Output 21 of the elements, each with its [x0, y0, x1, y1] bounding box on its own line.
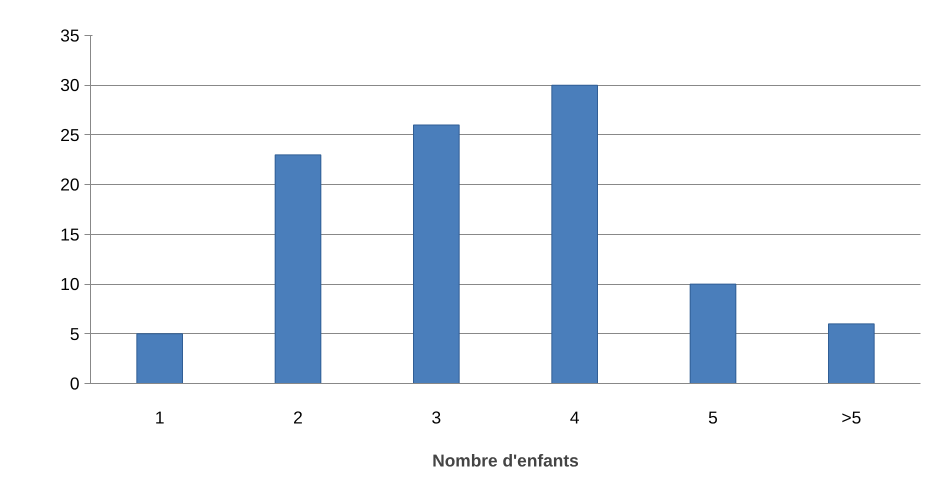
y-tick-label: 10 [60, 274, 80, 294]
y-tick-label: 20 [60, 174, 80, 195]
x-tick-label: >5 [841, 408, 862, 428]
x-tick-label: 5 [708, 408, 718, 428]
y-tick-label: 5 [70, 324, 80, 344]
bar [690, 284, 736, 384]
bar [551, 84, 598, 384]
y-tick-label: 35 [60, 26, 80, 46]
x-tick-label: 3 [432, 408, 442, 428]
x-tick-label: 1 [154, 408, 164, 428]
x-tick-label: 4 [570, 408, 580, 428]
bar [828, 323, 875, 384]
y-tick-label: 30 [60, 75, 80, 96]
y-tick-label: 0 [70, 374, 80, 394]
x-tick-label: 2 [293, 408, 303, 428]
x-axis-title: Nombre d'enfants [432, 450, 579, 470]
bar [274, 154, 322, 384]
y-tick-label: 15 [60, 224, 80, 244]
bar [136, 333, 183, 384]
bar [413, 124, 460, 384]
y-tick-label: 25 [60, 124, 80, 145]
